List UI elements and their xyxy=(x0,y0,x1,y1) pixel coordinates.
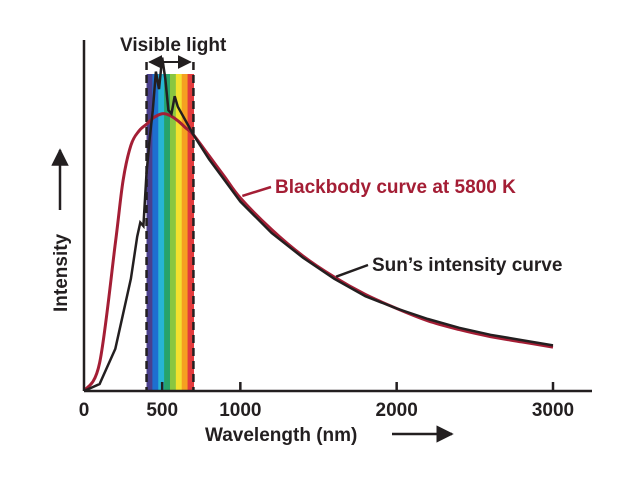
sun-curve-pointer xyxy=(335,263,369,278)
x-tick-label-0: 0 xyxy=(79,400,90,421)
visible-band-stripe-4 xyxy=(169,74,177,391)
visible-band-stripe-7 xyxy=(187,74,195,391)
visible-band-stripe-2 xyxy=(158,74,165,391)
sun-curve-label: Sun’s intensity curve xyxy=(372,255,562,276)
x-tick-label-3000: 3000 xyxy=(532,400,574,421)
visible-light-label: Visible light xyxy=(120,35,227,56)
blackbody-curve-label: Blackbody curve at 5800 K xyxy=(275,177,516,198)
visible-band-stripe-0 xyxy=(146,74,153,391)
y-axis-title: Intensity xyxy=(51,233,72,312)
x-axis-ticks: 0 500 1000 2000 3000 xyxy=(79,382,574,421)
blackbody-curve-pointer xyxy=(241,185,272,198)
visible-light-band xyxy=(146,74,195,391)
visible-band-stripe-3 xyxy=(164,74,171,391)
visible-band-stripe-1 xyxy=(152,74,159,391)
x-axis-title: Wavelength (nm) xyxy=(205,425,357,446)
x-tick-label-1000: 1000 xyxy=(219,400,261,421)
series-sun-line xyxy=(83,57,554,393)
visible-band-stripe-6 xyxy=(181,74,189,391)
x-tick-label-500: 500 xyxy=(146,400,178,421)
x-tick-label-2000: 2000 xyxy=(376,400,418,421)
visible-band-stripe-5 xyxy=(175,74,183,391)
